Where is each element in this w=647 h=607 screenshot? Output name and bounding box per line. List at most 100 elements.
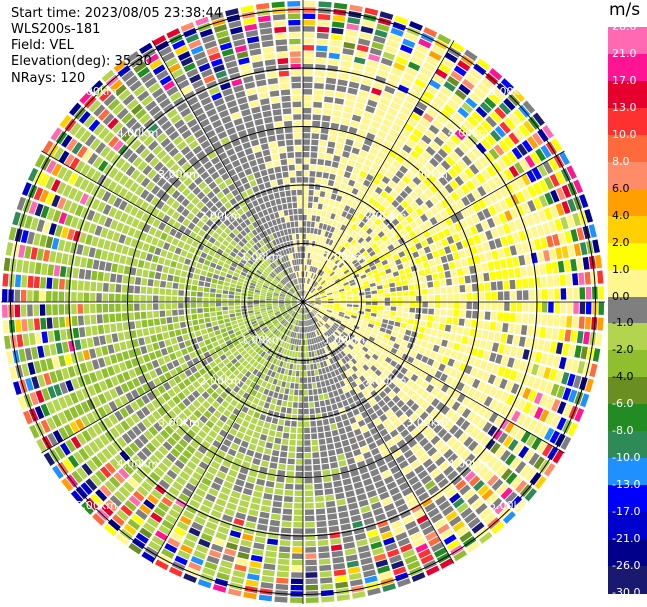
velocity-gate — [558, 328, 565, 341]
velocity-gate — [316, 171, 323, 178]
velocity-gate — [79, 362, 88, 374]
velocity-gate — [217, 526, 230, 535]
velocity-gate — [344, 286, 351, 291]
velocity-gate — [337, 79, 348, 87]
velocity-gate — [537, 209, 547, 222]
velocity-gate — [208, 267, 215, 273]
velocity-gate — [280, 309, 287, 313]
velocity-gate — [378, 204, 386, 213]
velocity-gate — [188, 375, 197, 383]
velocity-gate — [361, 78, 373, 86]
velocity-gate — [169, 421, 179, 431]
velocity-gate — [108, 167, 119, 179]
velocity-gate — [33, 318, 41, 331]
velocity-gate — [381, 91, 393, 100]
velocity-gate — [154, 484, 167, 495]
velocity-gate — [388, 129, 399, 138]
velocity-gate — [259, 302, 266, 305]
velocity-gate — [532, 212, 541, 224]
velocity-gate — [439, 316, 446, 324]
velocity-gate — [320, 451, 328, 458]
velocity-gate — [255, 338, 261, 344]
velocity-gate — [382, 583, 397, 593]
velocity-gate — [185, 482, 197, 492]
velocity-gate — [584, 208, 594, 223]
velocity-gate — [455, 445, 466, 456]
velocity-gate — [488, 92, 501, 105]
velocity-gate — [228, 373, 236, 381]
velocity-gate — [356, 176, 365, 184]
velocity-gate — [193, 371, 202, 380]
velocity-gate — [316, 276, 321, 282]
velocity-gate — [2, 320, 9, 334]
velocity-gate — [291, 298, 297, 301]
velocity-gate — [309, 177, 315, 184]
velocity-gate — [418, 491, 430, 502]
velocity-gate — [365, 305, 372, 309]
velocity-gate — [347, 87, 358, 95]
velocity-gate — [373, 453, 383, 462]
velocity-gate — [256, 478, 266, 486]
velocity-gate — [431, 451, 442, 462]
velocity-gate — [476, 243, 484, 254]
velocity-gate — [253, 302, 260, 305]
velocity-gate — [335, 382, 342, 389]
velocity-gate — [514, 218, 523, 230]
velocity-gate — [441, 126, 453, 137]
velocity-gate — [238, 337, 245, 343]
velocity-gate — [370, 286, 377, 291]
velocity-gate — [274, 372, 280, 379]
velocity-gate — [253, 353, 260, 360]
velocity-gate — [367, 275, 374, 280]
velocity-gate — [21, 319, 28, 332]
velocity-gate — [391, 227, 399, 235]
velocity-gate — [252, 376, 259, 383]
velocity-gate — [354, 56, 366, 65]
velocity-gate — [263, 353, 269, 360]
velocity-gate — [79, 130, 92, 143]
velocity-gate — [268, 377, 274, 384]
velocity-gate — [280, 292, 286, 296]
velocity-gate — [334, 258, 340, 265]
velocity-gate — [303, 233, 306, 240]
velocity-gate — [217, 361, 225, 369]
velocity-gate — [416, 171, 426, 181]
velocity-gate — [49, 371, 58, 384]
velocity-gate — [53, 329, 61, 342]
velocity-gate — [54, 445, 66, 460]
velocity-gate — [378, 166, 387, 175]
velocity-gate — [274, 386, 281, 393]
velocity-gate — [114, 397, 124, 409]
velocity-gate — [338, 163, 347, 170]
velocity-gate — [146, 391, 156, 401]
velocity-gate — [447, 302, 454, 309]
velocity-gate — [271, 282, 277, 287]
velocity-gate — [308, 246, 312, 253]
velocity-gate — [303, 183, 309, 189]
velocity-gate — [263, 448, 272, 455]
velocity-gate — [489, 352, 497, 363]
velocity-gate — [228, 232, 236, 239]
velocity-gate — [285, 343, 290, 349]
velocity-gate — [330, 193, 337, 200]
velocity-gate — [403, 449, 414, 459]
velocity-gate — [276, 476, 285, 483]
velocity-gate — [82, 349, 91, 361]
velocity-gate — [78, 268, 86, 279]
velocity-gate — [357, 267, 364, 273]
velocity-gate — [488, 148, 500, 160]
velocity-gate — [79, 193, 89, 205]
velocity-gate — [333, 276, 339, 282]
velocity-gate — [333, 292, 339, 296]
velocity-gate — [412, 271, 419, 278]
velocity-gate — [361, 410, 369, 419]
velocity-gate — [249, 315, 256, 320]
velocity-gate — [331, 161, 339, 168]
velocity-gate — [487, 205, 497, 216]
velocity-gate — [69, 421, 80, 434]
velocity-gate — [130, 139, 142, 151]
velocity-gate — [505, 394, 515, 406]
velocity-gate — [241, 305, 247, 309]
velocity-gate — [347, 253, 354, 260]
velocity-gate — [475, 142, 487, 154]
